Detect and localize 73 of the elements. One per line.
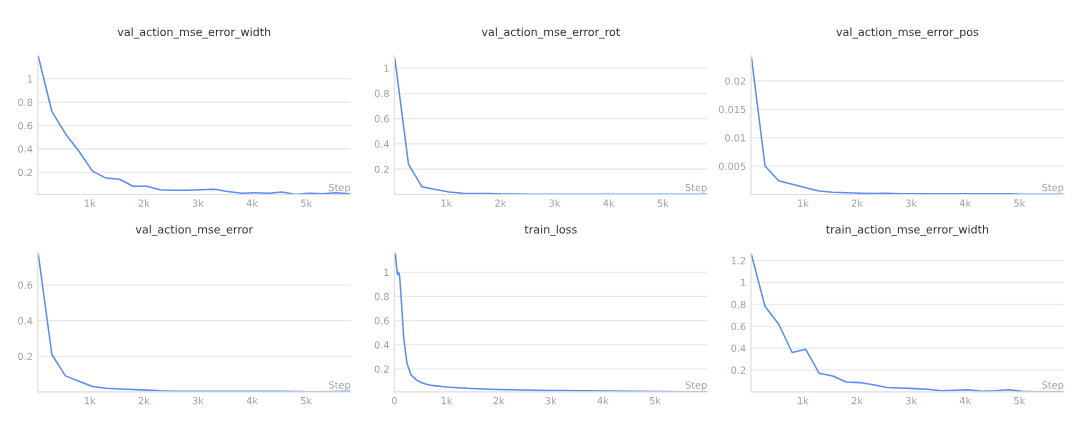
y-tick-label: 0.4 bbox=[374, 140, 389, 148]
y-tick-label: 0.6 bbox=[374, 115, 389, 123]
y-tick-label: 0.005 bbox=[718, 162, 746, 170]
x-tick-label: 5k bbox=[649, 396, 661, 405]
x-tick-label: 5k bbox=[301, 396, 313, 405]
x-axis-title: Step bbox=[329, 381, 351, 391]
chart-title: val_action_mse_error_rot bbox=[481, 27, 620, 39]
x-tick-label: 1k bbox=[441, 396, 453, 405]
x-tick-label: 4k bbox=[603, 199, 615, 207]
x-tick-label: 2k bbox=[495, 199, 507, 207]
x-tick-label: 1k bbox=[84, 396, 96, 405]
x-tick-label: 1k bbox=[798, 396, 809, 405]
x-tick-label: 2k bbox=[138, 396, 150, 405]
y-tick-label: 0.6 bbox=[374, 317, 389, 325]
x-tick-label: 4k bbox=[959, 199, 972, 207]
x-tick-label: 3k bbox=[192, 199, 204, 207]
x-tick-label: 3k bbox=[545, 396, 557, 405]
x-tick-label: 4k bbox=[246, 199, 258, 207]
x-tick-label: 5k bbox=[1014, 396, 1026, 405]
y-tick-label: 0.2 bbox=[374, 365, 389, 373]
chart-title: val_action_mse_error_width bbox=[117, 27, 271, 39]
chart-title: val_action_mse_error_pos bbox=[836, 27, 979, 39]
y-tick-label: 1 bbox=[384, 64, 389, 72]
y-tick-label: 0.8 bbox=[18, 98, 33, 106]
y-tick-label: 0.2 bbox=[18, 352, 32, 361]
y-tick-label: 0.2 bbox=[374, 165, 389, 173]
x-tick-label: 2k bbox=[138, 199, 150, 207]
x-tick-label: 3k bbox=[192, 396, 204, 405]
x-tick-label: 2k bbox=[851, 199, 863, 207]
y-tick-label: 1.2 bbox=[731, 257, 746, 265]
x-axis-title: Step bbox=[685, 183, 707, 194]
x-axis-title: Step bbox=[329, 183, 351, 194]
x-tick-label: 0 bbox=[391, 396, 397, 405]
x-tick-label: 2k bbox=[493, 396, 505, 405]
chart-title: train_action_mse_error_width bbox=[826, 224, 989, 237]
x-tick-label: 5k bbox=[1014, 199, 1026, 207]
y-tick-label: 0.2 bbox=[18, 168, 32, 177]
y-tick-label: 0.4 bbox=[374, 341, 389, 349]
line-series bbox=[37, 55, 351, 195]
y-tick-label: 0.6 bbox=[18, 281, 33, 289]
y-tick-label: 0.6 bbox=[731, 322, 746, 331]
y-tick-label: 0.015 bbox=[718, 105, 746, 114]
y-tick-label: 0.8 bbox=[374, 292, 389, 301]
x-tick-label: 1k bbox=[84, 199, 96, 207]
line-series bbox=[750, 57, 1064, 195]
x-axis-title: Step bbox=[1042, 183, 1064, 194]
x-tick-label: 3k bbox=[549, 199, 561, 207]
y-tick-label: 0.01 bbox=[725, 134, 746, 142]
x-tick-label: 3k bbox=[906, 396, 918, 405]
x-tick-label: 1k bbox=[798, 199, 809, 207]
y-tick-label: 0.4 bbox=[18, 317, 33, 325]
y-tick-label: 0.4 bbox=[18, 145, 33, 153]
x-axis-title: Step bbox=[1042, 381, 1064, 391]
x-tick-label: 5k bbox=[657, 199, 669, 207]
x-tick-label: 4k bbox=[959, 396, 972, 405]
chart-title: val_action_mse_error bbox=[135, 224, 254, 237]
y-tick-label: 0.6 bbox=[18, 121, 33, 130]
chart-title: train_loss bbox=[524, 224, 577, 237]
y-tick-label: 1 bbox=[27, 75, 33, 83]
y-tick-label: 0.8 bbox=[731, 300, 746, 309]
y-tick-label: 1 bbox=[741, 279, 746, 287]
y-tick-label: 0.8 bbox=[374, 89, 389, 98]
y-tick-label: 0.2 bbox=[731, 366, 746, 374]
x-tick-label: 1k bbox=[441, 199, 453, 207]
x-tick-label: 4k bbox=[246, 396, 258, 405]
x-tick-label: 4k bbox=[597, 396, 609, 405]
y-tick-label: 0.02 bbox=[725, 77, 746, 85]
x-axis-title: Step bbox=[685, 381, 707, 391]
x-tick-label: 2k bbox=[851, 396, 863, 405]
x-tick-label: 5k bbox=[301, 199, 313, 207]
x-tick-label: 3k bbox=[906, 199, 918, 207]
y-tick-label: 0.4 bbox=[731, 344, 746, 352]
y-tick-label: 1 bbox=[384, 268, 389, 276]
